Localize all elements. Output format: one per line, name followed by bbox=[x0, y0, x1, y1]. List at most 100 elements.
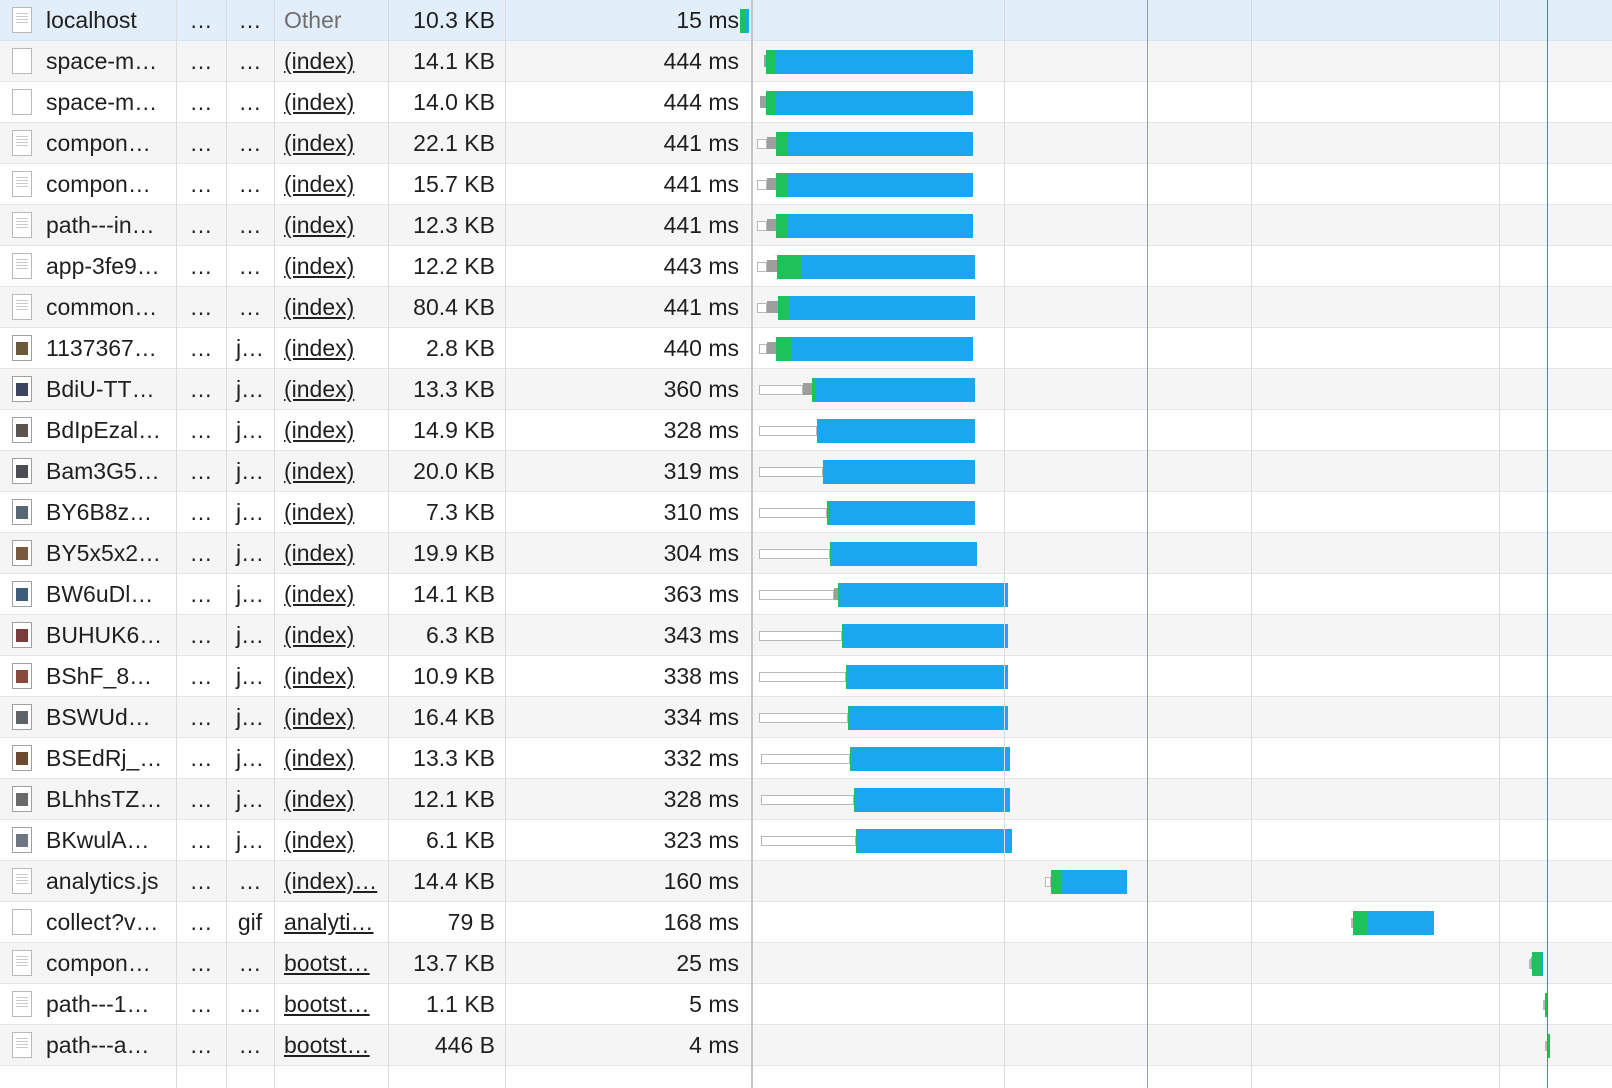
request-row[interactable]: BW6uDl… … j… (index) 14.1 KB 363 ms bbox=[0, 574, 1612, 615]
request-row[interactable]: compon… … … (index) 15.7 KB 441 ms bbox=[0, 164, 1612, 205]
request-name-cell[interactable]: BW6uDl… bbox=[0, 574, 176, 614]
document-icon bbox=[12, 294, 32, 320]
request-row[interactable]: space-m… … … (index) 14.1 KB 444 ms bbox=[0, 41, 1612, 82]
image-thumbnail-icon bbox=[12, 417, 32, 443]
request-name-cell[interactable]: BY6B8z… bbox=[0, 492, 176, 532]
request-row[interactable]: BY5x5x2… … j… (index) 19.9 KB 304 ms bbox=[0, 533, 1612, 574]
initiator-link[interactable]: (index) bbox=[284, 622, 355, 648]
request-row[interactable]: BdiU-TT… … j… (index) 13.3 KB 360 ms bbox=[0, 369, 1612, 410]
request-name-cell[interactable]: common… bbox=[0, 287, 176, 327]
request-row[interactable]: BSEdRj_… … j… (index) 13.3 KB 332 ms bbox=[0, 738, 1612, 779]
request-row[interactable]: BUHUK6… … j… (index) 6.3 KB 343 ms bbox=[0, 615, 1612, 656]
initiator-link[interactable]: bootst… bbox=[284, 950, 370, 976]
column-divider bbox=[505, 0, 506, 1088]
content-download-bar bbox=[844, 624, 1008, 648]
request-name-cell[interactable]: BdIpEzal… bbox=[0, 410, 176, 450]
initiator-link[interactable]: (index) bbox=[284, 499, 355, 525]
request-name-cell[interactable]: Bam3G5… bbox=[0, 451, 176, 491]
initiator-link[interactable]: (index) bbox=[284, 663, 355, 689]
request-row[interactable]: BLhhsTZ… … j… (index) 12.1 KB 328 ms bbox=[0, 779, 1612, 820]
initiator-link[interactable]: (index) bbox=[284, 458, 355, 484]
request-row[interactable]: 1137367… … j… (index) 2.8 KB 440 ms bbox=[0, 328, 1612, 369]
request-name: Bam3G5… bbox=[46, 458, 160, 484]
initiator-link[interactable]: (index) bbox=[284, 376, 355, 402]
initiator-link[interactable]: (index) bbox=[284, 171, 355, 197]
document-icon bbox=[12, 130, 32, 156]
request-name: BSEdRj_… bbox=[46, 745, 163, 771]
request-row[interactable]: Bam3G5… … j… (index) 20.0 KB 319 ms bbox=[0, 451, 1612, 492]
initiator-link[interactable]: (index) bbox=[284, 417, 355, 443]
request-name-cell[interactable]: path---1… bbox=[0, 984, 176, 1024]
request-row[interactable]: compon… … … bootst… 13.7 KB 25 ms bbox=[0, 943, 1612, 984]
initiator-link[interactable]: (index) bbox=[284, 89, 355, 115]
initiator-link[interactable]: (index) bbox=[284, 704, 355, 730]
initiator-link[interactable]: bootst… bbox=[284, 991, 370, 1017]
request-name-cell[interactable]: BY5x5x2… bbox=[0, 533, 176, 573]
request-name-cell[interactable]: app-3fe9… bbox=[0, 246, 176, 286]
image-thumbnail-icon bbox=[12, 581, 32, 607]
initiator-link[interactable]: analyti… bbox=[284, 909, 374, 935]
request-name-cell[interactable]: path---a… bbox=[0, 1025, 176, 1065]
request-name-cell[interactable]: BSWUd… bbox=[0, 697, 176, 737]
request-name-cell[interactable]: BUHUK6… bbox=[0, 615, 176, 655]
request-name-cell[interactable]: BShF_8… bbox=[0, 656, 176, 696]
request-name: 1137367… bbox=[46, 335, 157, 361]
request-name-cell[interactable]: space-m… bbox=[0, 82, 176, 122]
request-time: 441 ms bbox=[663, 171, 739, 197]
request-row[interactable]: BdIpEzal… … j… (index) 14.9 KB 328 ms bbox=[0, 410, 1612, 451]
request-name-cell[interactable]: compon… bbox=[0, 943, 176, 983]
request-type: j… bbox=[235, 786, 265, 812]
initiator-link[interactable]: (index) bbox=[284, 48, 355, 74]
initiator-link[interactable]: bootst… bbox=[284, 1032, 370, 1058]
queueing-bar bbox=[757, 303, 767, 313]
request-row[interactable]: common… … … (index) 80.4 KB 441 ms bbox=[0, 287, 1612, 328]
initiator-link[interactable]: (index) bbox=[284, 130, 355, 156]
request-size: 20.0 KB bbox=[413, 458, 495, 484]
request-status: … bbox=[189, 417, 213, 443]
request-row[interactable]: BSWUd… … j… (index) 16.4 KB 334 ms bbox=[0, 697, 1612, 738]
request-name: common… bbox=[46, 294, 158, 320]
request-row[interactable]: analytics.js … … (index)… 14.4 KB 160 ms bbox=[0, 861, 1612, 902]
image-thumbnail-icon bbox=[12, 376, 32, 402]
request-time: 328 ms bbox=[663, 417, 739, 443]
stalled-bar bbox=[1531, 957, 1532, 969]
request-name-cell[interactable]: compon… bbox=[0, 123, 176, 163]
document-icon bbox=[12, 253, 32, 279]
request-name-cell[interactable]: 1137367… bbox=[0, 328, 176, 368]
request-row[interactable]: app-3fe9… … … (index) 12.2 KB 443 ms bbox=[0, 246, 1612, 287]
request-row[interactable]: path---1… … … bootst… 1.1 KB 5 ms bbox=[0, 984, 1612, 1025]
request-status: … bbox=[189, 294, 213, 320]
request-row[interactable]: BKwulA… … j… (index) 6.1 KB 323 ms bbox=[0, 820, 1612, 861]
waiting-ttfb-bar bbox=[856, 829, 858, 853]
request-initiator-cell: bootst… bbox=[274, 984, 388, 1024]
initiator-link[interactable]: (index) bbox=[284, 827, 355, 853]
request-name-cell[interactable]: space-m… bbox=[0, 41, 176, 81]
request-row[interactable]: path---in… … … (index) 12.3 KB 441 ms bbox=[0, 205, 1612, 246]
request-name-cell[interactable]: BKwulA… bbox=[0, 820, 176, 860]
request-name-cell[interactable]: BLhhsTZ… bbox=[0, 779, 176, 819]
initiator-link[interactable]: (index) bbox=[284, 745, 355, 771]
request-row[interactable]: collect?v… … gif analyti… 79 B 168 ms bbox=[0, 902, 1612, 943]
request-row[interactable]: BY6B8z… … j… (index) 7.3 KB 310 ms bbox=[0, 492, 1612, 533]
request-row[interactable]: BShF_8… … j… (index) 10.9 KB 338 ms bbox=[0, 656, 1612, 697]
request-name-cell[interactable]: collect?v… bbox=[0, 902, 176, 942]
request-name-cell[interactable]: compon… bbox=[0, 164, 176, 204]
initiator-link[interactable]: (index) bbox=[284, 212, 355, 238]
request-row[interactable]: localhost … … Other 10.3 KB 15 ms bbox=[0, 0, 1612, 41]
initiator-link[interactable]: (index) bbox=[284, 335, 355, 361]
request-name-cell[interactable]: BdiU-TT… bbox=[0, 369, 176, 409]
initiator-link[interactable]: (index) bbox=[284, 786, 355, 812]
waiting-ttfb-bar bbox=[830, 542, 832, 566]
request-row[interactable]: path---a… … … bootst… 446 B 4 ms bbox=[0, 1025, 1612, 1066]
initiator-link[interactable]: (index)… bbox=[284, 868, 378, 894]
request-name-cell[interactable]: analytics.js bbox=[0, 861, 176, 901]
initiator-link[interactable]: (index) bbox=[284, 294, 355, 320]
request-row[interactable]: compon… … … (index) 22.1 KB 441 ms bbox=[0, 123, 1612, 164]
request-name-cell[interactable]: path---in… bbox=[0, 205, 176, 245]
initiator-link[interactable]: (index) bbox=[284, 581, 355, 607]
initiator-link[interactable]: (index) bbox=[284, 540, 355, 566]
request-row[interactable]: space-m… … … (index) 14.0 KB 444 ms bbox=[0, 82, 1612, 123]
request-name-cell[interactable]: localhost bbox=[0, 0, 176, 40]
request-name-cell[interactable]: BSEdRj_… bbox=[0, 738, 176, 778]
initiator-link[interactable]: (index) bbox=[284, 253, 355, 279]
